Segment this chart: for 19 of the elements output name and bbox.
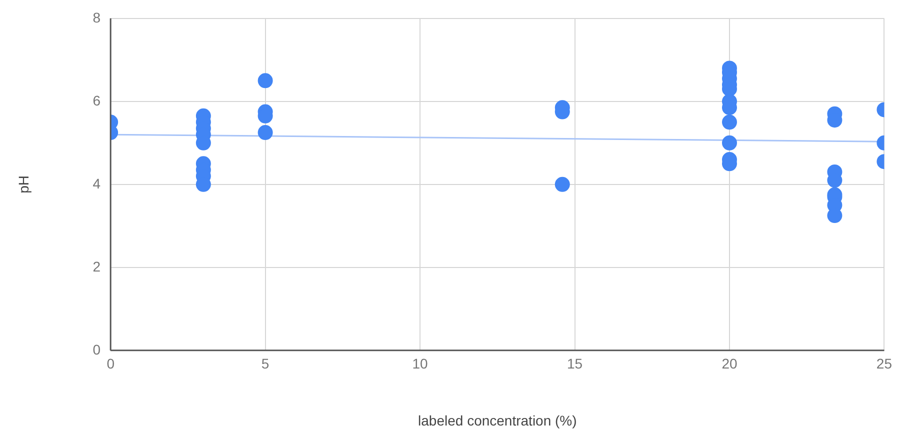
point <box>722 135 737 150</box>
x-axis-title: labeled concentration (%) <box>418 412 577 428</box>
point <box>722 114 737 130</box>
x-tick-label: 5 <box>261 356 270 372</box>
y-tick-label: 8 <box>92 9 101 26</box>
x-tick-label: 0 <box>106 356 115 372</box>
x-tick-label: 15 <box>566 356 583 372</box>
y-tick-label: 2 <box>92 258 101 274</box>
point <box>827 208 842 224</box>
y-tick-label: 6 <box>92 92 101 108</box>
point <box>554 176 570 192</box>
x-tick-label: 10 <box>412 356 428 372</box>
x-tick-label: 25 <box>876 356 892 372</box>
y-axis-title: pH <box>15 175 32 194</box>
point <box>258 73 273 88</box>
point <box>258 125 273 140</box>
y-tick-label: 0 <box>92 341 101 358</box>
y-tick-label: 4 <box>92 175 101 192</box>
x-tick-label: 20 <box>722 356 738 372</box>
